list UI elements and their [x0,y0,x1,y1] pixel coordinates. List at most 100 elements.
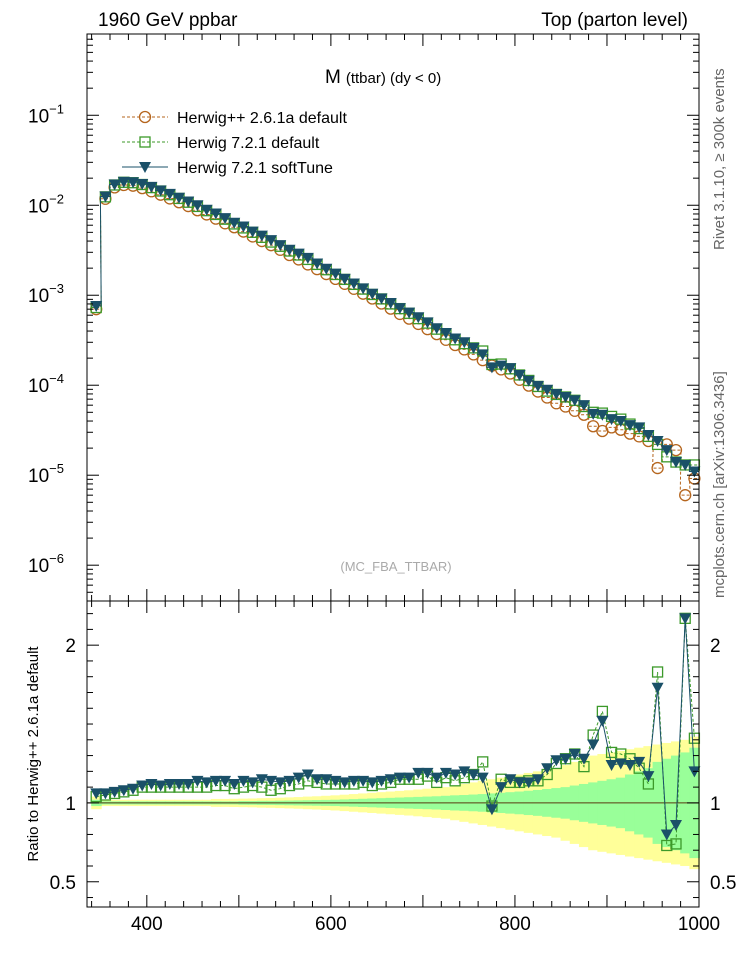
series-line-1 [91,184,700,496]
ratio-point [329,775,342,787]
ratio-point [274,777,287,789]
ratio-point [458,766,471,778]
data-point [614,416,627,428]
main-panel: 10−1 10−2 10−3 10−4 10−5 10−6 M (ttbar) (dy < … [28,33,701,602]
ratio-point [421,767,434,779]
data-point [568,395,581,407]
data-point [320,263,333,275]
data-point [228,217,241,229]
svg-text:Rivet 3.1.10, ≥ 300k events: Rivet 3.1.10, ≥ 300k events [711,68,728,250]
ratio-point [292,772,305,784]
data-point [292,248,305,260]
ratio-point [614,758,627,770]
data-point [265,235,278,247]
data-point [679,489,692,502]
ratio-point [661,839,673,852]
ratio-point [522,777,535,789]
ratio-point [430,772,443,784]
data-point [642,429,655,441]
ratio-y-tick-label-left: 0.5 [50,873,76,894]
data-point [485,362,498,374]
ratio-point [338,777,351,789]
ratio-point [246,777,259,789]
ratio-point [541,763,554,775]
y-tick-label: 10−4 [28,371,64,397]
data-point [439,328,452,340]
ratio-y-tick-label-right: 0.5 [710,873,736,894]
data-point [421,317,434,329]
data-point [311,258,324,270]
ratio-point [375,775,388,787]
ratio-point [357,775,370,787]
data-point [283,244,296,256]
ratio-point [191,775,204,787]
legend-label: Herwig++ 2.6.1a default [177,110,347,127]
data-point [246,226,259,238]
ratio-point [136,780,149,792]
data-point [531,381,544,393]
ratio-series-2 [90,613,701,841]
data-point [688,466,701,478]
ratio-point [550,755,563,767]
data-point [136,179,149,191]
ratio-point [283,775,296,787]
ratio-point [439,767,452,779]
data-point [403,307,416,319]
data-point [366,288,379,300]
ratio-point [209,775,222,787]
data-point [393,303,406,315]
data-point [513,369,526,381]
ratio-point [605,746,618,759]
data-point [623,420,636,432]
ratio-point [219,775,232,787]
data-point [412,312,425,324]
ratio-point [485,804,498,816]
ratio-point [669,819,682,831]
ratio-point [311,774,324,786]
data-point [587,408,600,420]
ratio-point [577,753,590,765]
data-point [679,459,692,471]
data-point [329,268,342,280]
svg-text:mcplots.cern.ch [arXiv:1306.34: mcplots.cern.ch [arXiv:1306.3436] [711,371,728,598]
legend-marker [139,136,151,148]
ratio-panel: 0.5 0.5 1 1 2 2 400 600 800 1000 Ratio to Herwig+… [25,600,736,935]
series-line-3 [91,181,700,472]
ratio-point [237,775,250,787]
ratio-point [200,777,213,789]
data-point [145,181,158,193]
data-point [127,177,140,189]
ratio-point [605,760,618,772]
ratio-point [163,778,176,790]
ratio-point [679,613,692,625]
ratio-point [384,774,397,786]
ratio-point [587,739,600,751]
ratio-point [476,772,489,784]
data-point [154,185,167,197]
data-point [467,342,480,354]
ratio-point [228,778,241,790]
data-point [173,192,186,204]
data-point [163,188,176,200]
ratio-point [670,838,682,850]
data-point [90,300,103,312]
plot-title-main: M [325,67,341,88]
ratio-y-tick-label-right: 2 [710,636,721,657]
data-point [108,179,121,191]
data-point [347,278,360,290]
data-point [605,414,618,426]
y-tick-label: 10−1 [28,101,64,127]
ratio-point [90,788,103,800]
ratio-point [117,785,130,797]
data-point [660,445,673,457]
data-point [301,252,314,264]
data-point [651,435,664,447]
data-point [338,273,351,285]
data-point [219,213,232,225]
data-point [596,409,609,421]
ratio-point [651,682,664,694]
ratio-point [403,772,416,784]
data-point [559,391,572,403]
ratio-point [145,778,158,790]
x-tick-label: 1000 [678,914,720,935]
